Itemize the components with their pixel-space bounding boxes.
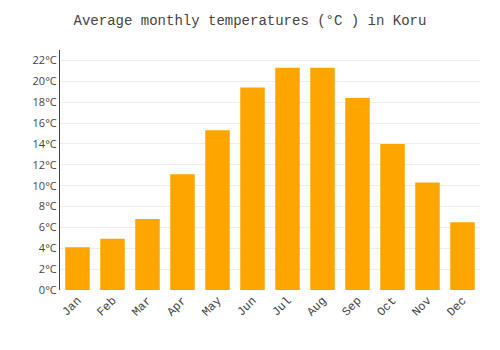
- svg-text:16°C: 16°C: [33, 115, 57, 130]
- svg-text:0°C: 0°C: [39, 282, 57, 297]
- svg-text:Jun: Jun: [234, 294, 259, 319]
- svg-text:2°C: 2°C: [39, 261, 57, 276]
- svg-text:20°C: 20°C: [33, 73, 57, 88]
- svg-text:18°C: 18°C: [33, 94, 57, 109]
- svg-text:Average monthly temperatures (: Average monthly temperatures (°C ) in Ko…: [74, 13, 427, 29]
- svg-text:Jan: Jan: [59, 294, 84, 319]
- svg-text:22°C: 22°C: [33, 52, 57, 67]
- svg-text:Oct: Oct: [374, 294, 399, 319]
- svg-text:Nov: Nov: [409, 294, 434, 319]
- svg-text:Dec: Dec: [444, 294, 469, 319]
- svg-text:6°C: 6°C: [39, 219, 57, 234]
- svg-text:Feb: Feb: [94, 294, 119, 319]
- svg-text:8°C: 8°C: [39, 198, 57, 213]
- svg-text:Aug: Aug: [304, 294, 329, 319]
- svg-text:14°C: 14°C: [33, 136, 57, 151]
- svg-text:12°C: 12°C: [33, 157, 57, 172]
- svg-text:10°C: 10°C: [33, 178, 57, 193]
- svg-text:Jul: Jul: [269, 294, 294, 319]
- svg-text:Apr: Apr: [164, 294, 189, 319]
- svg-text:4°C: 4°C: [39, 240, 57, 255]
- svg-text:Mar: Mar: [129, 294, 154, 319]
- svg-text:Sep: Sep: [339, 294, 364, 319]
- svg-text:May: May: [199, 294, 224, 319]
